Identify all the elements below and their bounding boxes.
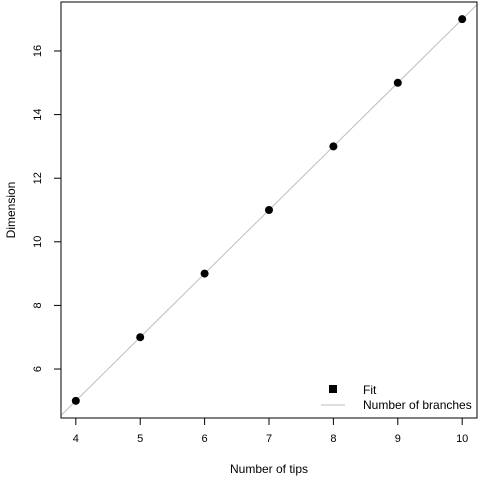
data-point [200, 269, 209, 278]
data-point [265, 206, 273, 214]
x-tick-label: 6 [202, 433, 208, 445]
x-axis-title: Number of tips [230, 462, 308, 476]
legend: Fit Number of branches [321, 383, 472, 412]
data-point [393, 78, 402, 87]
x-axis: 4 5 6 7 8 9 10 [73, 418, 468, 445]
x-tick-label: 9 [395, 433, 401, 445]
x-tick-label: 8 [330, 433, 336, 445]
legend-branches-label: Number of branches [363, 398, 472, 412]
y-tick-label: 8 [32, 302, 44, 308]
data-point [136, 333, 145, 342]
x-tick-label: 7 [266, 433, 272, 445]
y-axis-title: Dimension [4, 182, 18, 239]
x-tick-label: 10 [456, 433, 468, 445]
data-point [458, 15, 467, 24]
y-tick-label: 10 [32, 236, 44, 248]
legend-fit-symbol [329, 385, 337, 393]
data-point [71, 396, 80, 405]
x-tick-label: 4 [73, 433, 79, 445]
y-tick-label: 6 [32, 366, 44, 372]
data-point [329, 142, 338, 151]
y-axis: 6 8 10 12 14 16 [32, 45, 61, 372]
points-layer [71, 15, 467, 405]
legend-fit-label: Fit [363, 383, 377, 397]
x-tick-label: 5 [137, 433, 143, 445]
y-tick-label: 14 [32, 108, 44, 120]
y-tick-label: 16 [32, 45, 44, 57]
y-tick-label: 12 [32, 172, 44, 184]
